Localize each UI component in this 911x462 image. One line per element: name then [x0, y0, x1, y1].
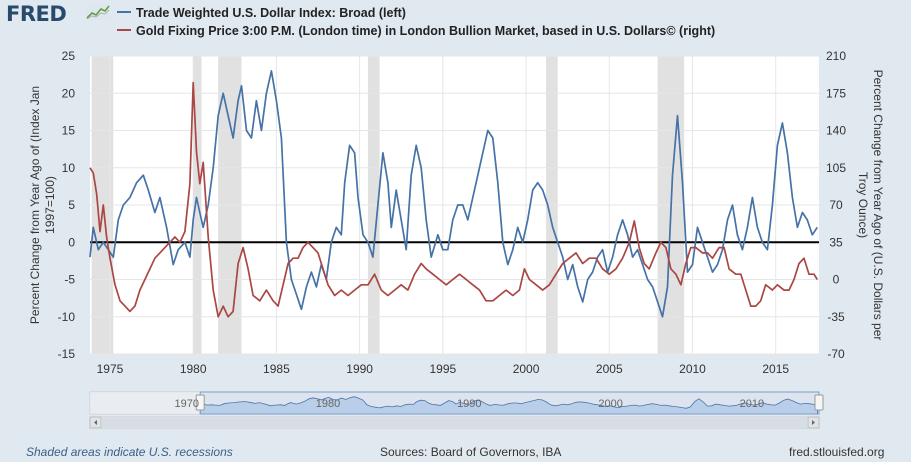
legend-item-dollar[interactable]: Trade Weighted U.S. Dollar Index: Broad …: [117, 6, 406, 20]
x-tick-label: 1975: [97, 362, 124, 376]
y-left-tick-label: 0: [68, 235, 75, 249]
y-right-tick-label: 0: [833, 273, 840, 287]
y-right-axis-label: Percent Change from Year Ago of (U.S. Do…: [871, 70, 885, 341]
navigator-handle-right[interactable]: [814, 394, 824, 411]
x-tick-label: 2010: [679, 362, 706, 376]
x-tick-label: 1985: [263, 362, 290, 376]
y-left-axis-label-line2: 1997=100): [43, 176, 57, 234]
x-tick-label: 2005: [596, 362, 623, 376]
legend-swatch-gold: [117, 28, 131, 31]
x-tick-label: 1990: [346, 362, 373, 376]
legend-item-gold[interactable]: Gold Fixing Price 3:00 P.M. (London time…: [117, 24, 715, 38]
y-right-tick-label: 210: [826, 49, 846, 63]
y-left-tick-label: 15: [62, 124, 76, 138]
y-right-tick-label: 35: [829, 235, 843, 249]
y-left-tick-label: 25: [62, 49, 76, 63]
y-right-tick-label: 105: [826, 161, 846, 175]
legend-swatch-dollar: [117, 10, 131, 13]
y-right-tick-label: 140: [826, 124, 846, 138]
chart-line-icon: [86, 4, 110, 20]
scrollbar-thumb[interactable]: [102, 418, 807, 427]
y-right-tick-label: -35: [827, 310, 845, 324]
y-left-tick-label: 10: [62, 161, 76, 175]
y-left-tick-label: -5: [64, 273, 75, 287]
arrow-left-icon: [94, 420, 97, 425]
series-line-gold[interactable]: [89, 81, 819, 318]
y-left-tick-label: -10: [58, 310, 76, 324]
navigator-tick-label: 2010: [740, 398, 764, 410]
site-link[interactable]: fred.stlouisfed.org: [789, 445, 885, 459]
x-tick-label: 1980: [180, 362, 207, 376]
fred-logo[interactable]: FRED: [6, 2, 67, 26]
y-left-axis-label: Percent Change from Year Ago of (Index J…: [28, 86, 42, 324]
navigator-selection[interactable]: [199, 391, 820, 415]
navigator-tick-label: 1990: [457, 398, 481, 410]
navigator-mask: [90, 392, 201, 414]
y-left-tick-label: 20: [62, 86, 76, 100]
y-left-tick-label: 5: [68, 198, 75, 212]
navigator-handle-left[interactable]: [195, 394, 205, 411]
arrow-right-icon: [812, 420, 815, 425]
navigator-series: [199, 396, 818, 415]
navigator-tick-label: 1970: [175, 398, 199, 410]
sources-note: Sources: Board of Governors, IBA: [380, 445, 562, 459]
y-right-tick-label: 175: [826, 86, 846, 100]
header: FRED Trade Weighted U.S. Dollar Index: B…: [0, 0, 911, 48]
y-right-axis-label-line2: Troy Ounce): [856, 172, 870, 238]
y-left-tick-label: -15: [58, 347, 76, 361]
x-tick-label: 2000: [513, 362, 540, 376]
legend-label-dollar: Trade Weighted U.S. Dollar Index: Broad …: [136, 6, 406, 20]
x-tick-label: 1995: [429, 362, 456, 376]
y-right-tick-label: 70: [829, 198, 843, 212]
series-line-dollar[interactable]: [89, 70, 819, 318]
navigator-tick-label: 1980: [316, 398, 340, 410]
navigator-tick-label: 2000: [598, 398, 622, 410]
x-tick-label: 2015: [762, 362, 789, 376]
y-right-tick-label: -70: [827, 347, 845, 361]
recession-note: Shaded areas indicate U.S. recessions: [26, 445, 233, 459]
legend-label-gold: Gold Fixing Price 3:00 P.M. (London time…: [136, 24, 716, 38]
